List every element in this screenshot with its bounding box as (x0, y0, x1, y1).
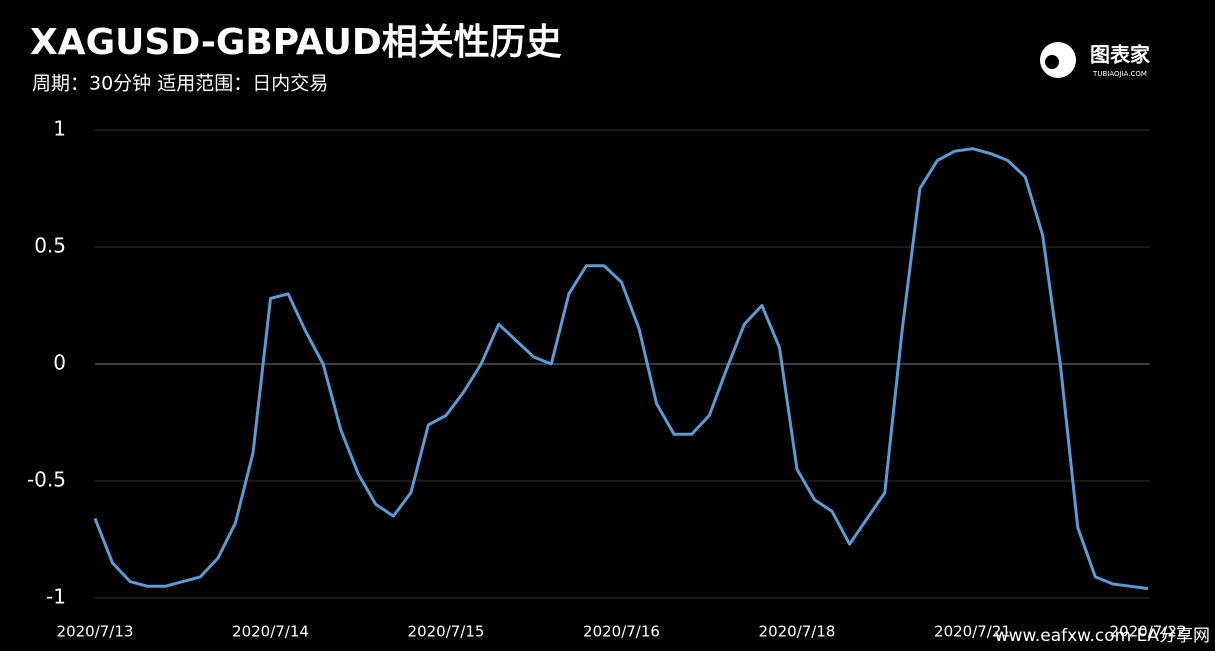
y-tick-label: 0 (53, 351, 66, 375)
data-line (93, 147, 1149, 591)
y-tick-label: -0.5 (27, 468, 66, 492)
logo-site: TUBIAOJIA.COM (1092, 70, 1147, 78)
x-tick-label: 2020/7/18 (759, 623, 836, 641)
chart-subtitle: 周期：30分钟 适用范围：日内交易 (32, 73, 328, 95)
watermark: www.eafxw.com EA分享网 (995, 626, 1210, 646)
logo-name: 图表家 (1090, 43, 1151, 67)
x-tick-label: 2020/7/16 (583, 623, 660, 641)
logo: 图表家 TUBIAOJIA.COM (1040, 42, 1151, 78)
x-tick-label: 2020/7/15 (408, 623, 485, 641)
chart-title: XAGUSD-GBPAUD相关性历史 (30, 22, 562, 63)
x-tick-label: 2020/7/22 (1110, 623, 1187, 641)
y-tick-label: 1 (53, 117, 66, 141)
y-tick-label: 0.5 (34, 234, 66, 258)
logo-icon-eye (1045, 55, 1059, 69)
x-tick-label: 2020/7/14 (232, 623, 309, 641)
x-tick-label: 2020/7/13 (57, 623, 134, 641)
x-tick-label: 2020/7/21 (934, 623, 1011, 641)
y-tick-label: -1 (46, 585, 66, 609)
